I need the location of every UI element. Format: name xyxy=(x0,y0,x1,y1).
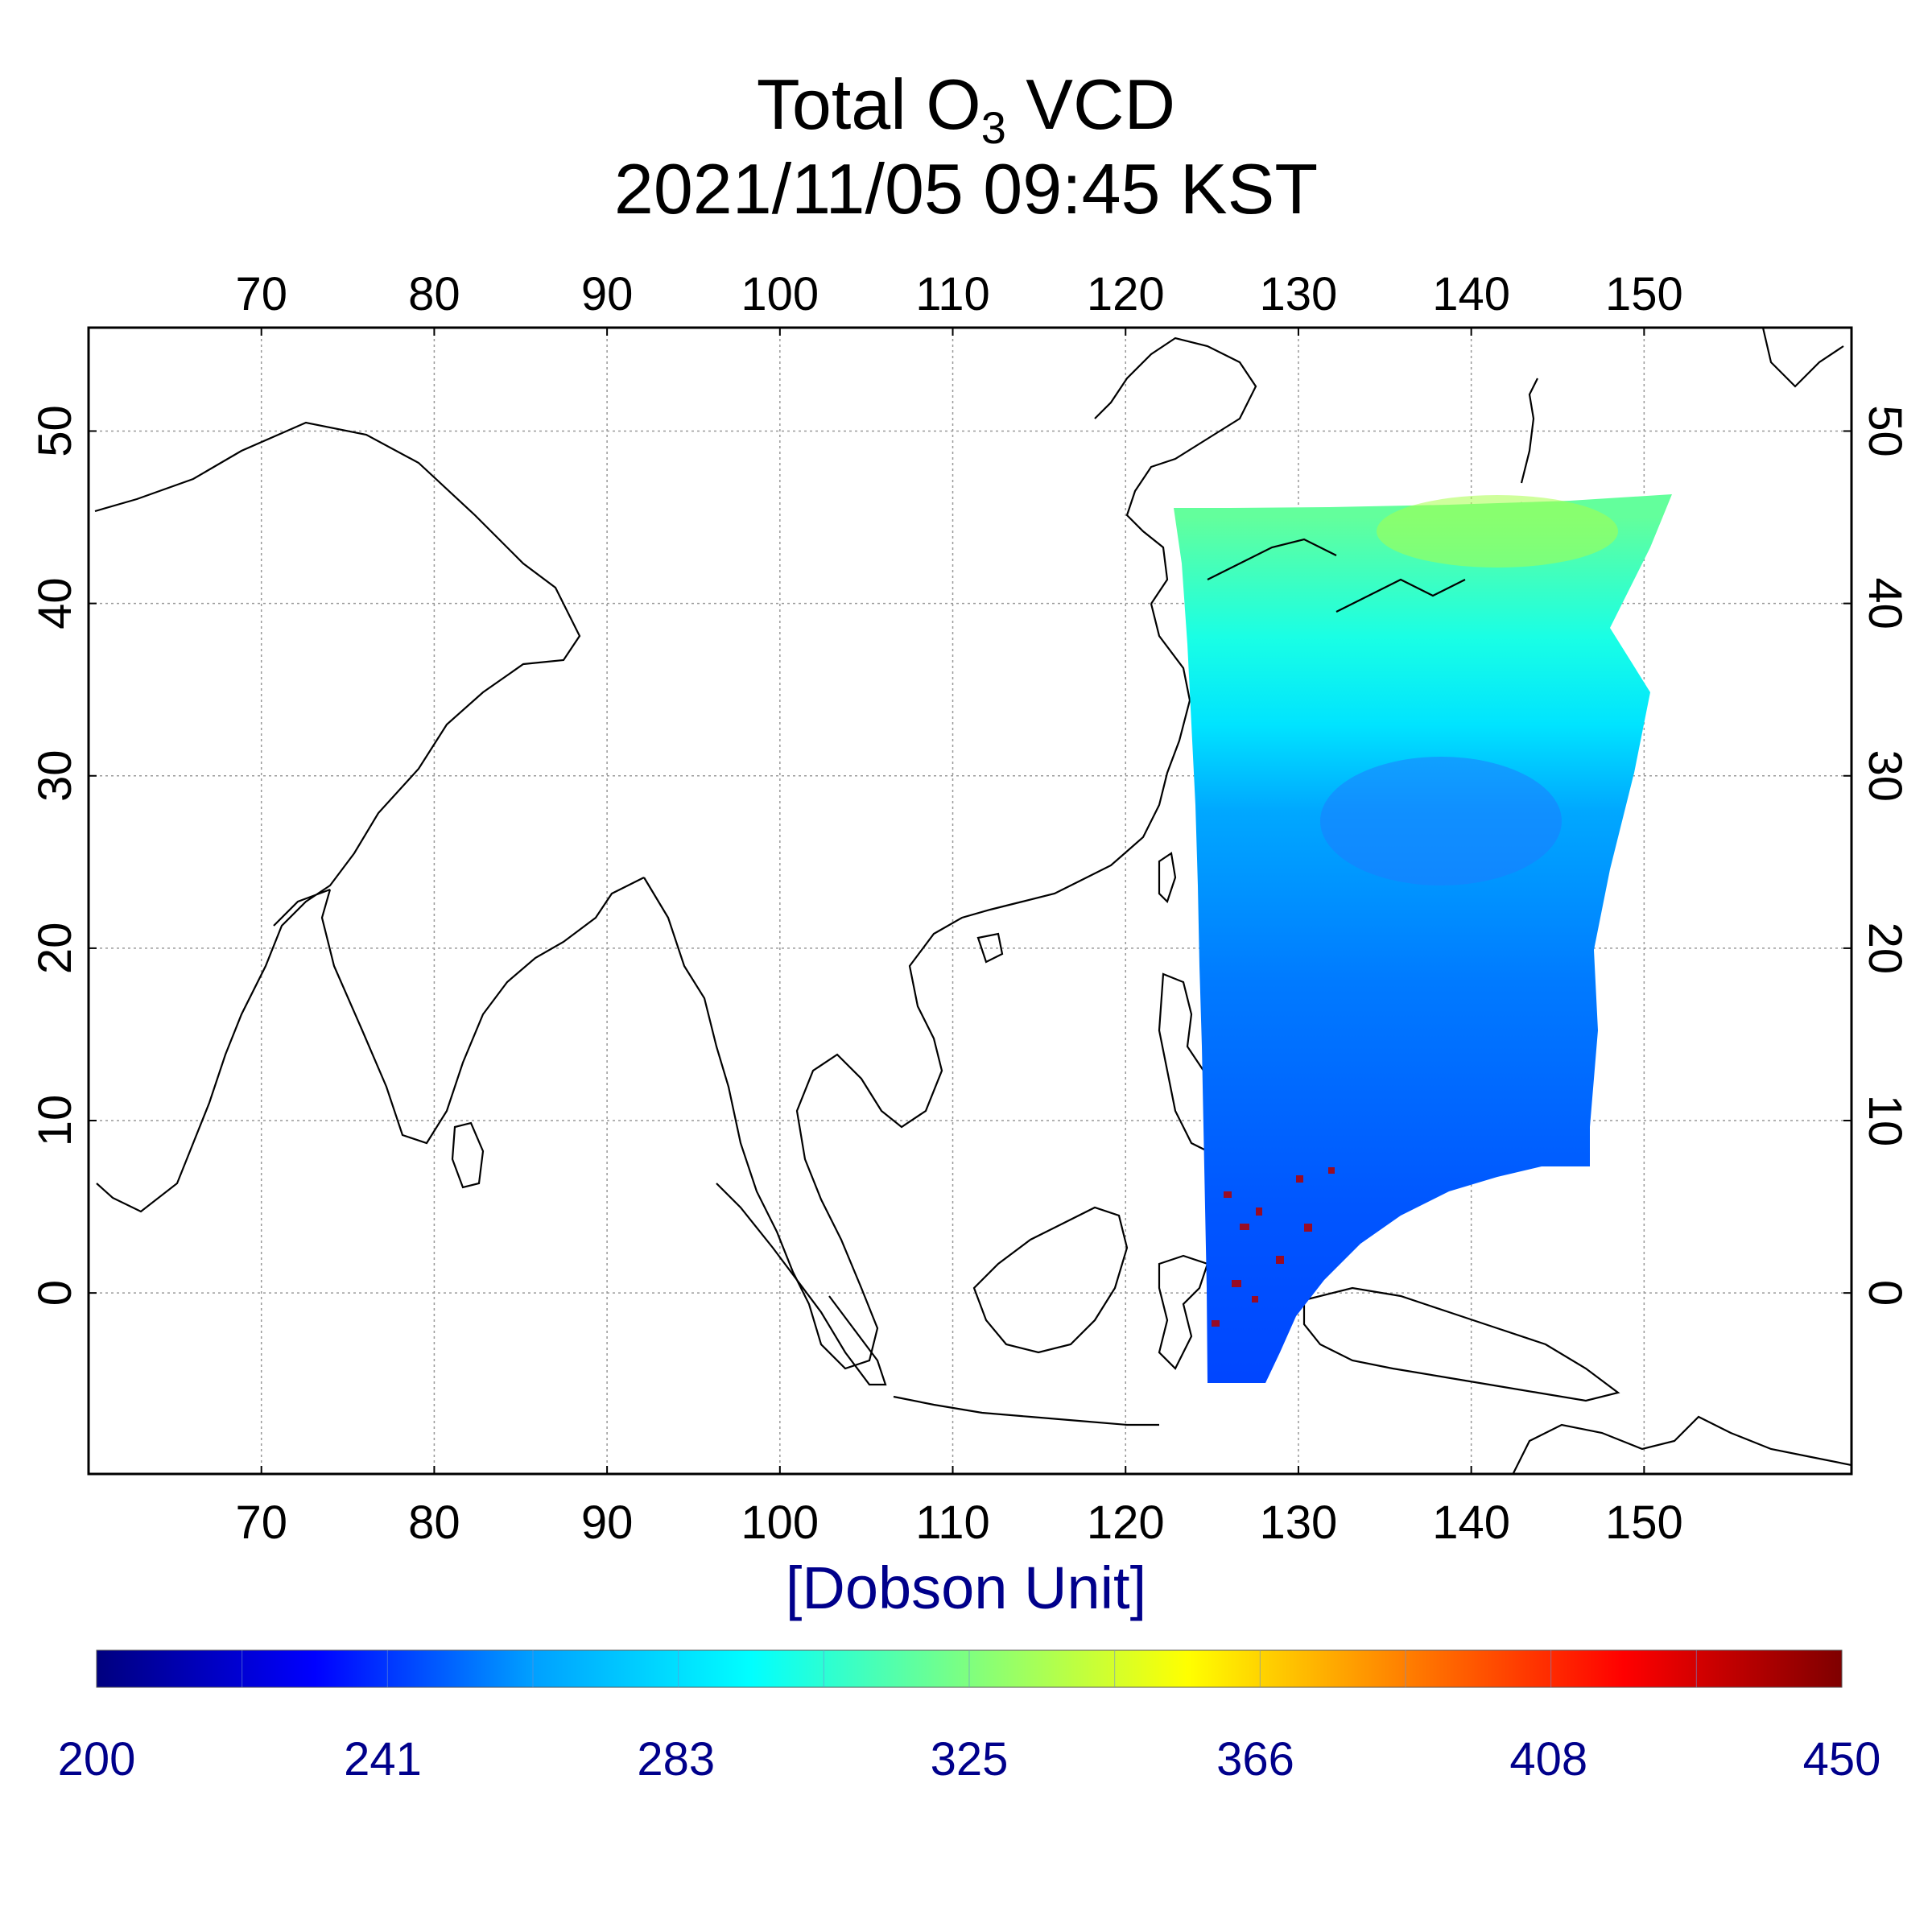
coastline-sakhalin xyxy=(1520,378,1538,484)
swath-coastlines xyxy=(1207,538,1466,613)
axis-ticks: 7070808090901001001101101201201301301401… xyxy=(29,268,1911,1549)
lat-tick-label-right: 20 xyxy=(1859,923,1911,975)
coastline-sulawesi xyxy=(1158,1254,1209,1370)
colorbar-tick-label: 325 xyxy=(931,1733,1009,1785)
coastline-new-guinea xyxy=(1302,1286,1620,1402)
lon-tick-label-bottom: 150 xyxy=(1605,1496,1683,1549)
coastline-asia-mainland xyxy=(94,421,581,1213)
lon-tick-label-bottom: 90 xyxy=(581,1496,634,1549)
colorbar-tick-label: 408 xyxy=(1509,1733,1587,1785)
lat-tick-label-left: 0 xyxy=(29,1280,81,1306)
colorbar-tick-label: 366 xyxy=(1216,1733,1294,1785)
coastline-borneo xyxy=(972,1206,1129,1354)
coastline-hainan xyxy=(976,932,1004,964)
lat-tick-label-right: 30 xyxy=(1859,749,1911,802)
lat-tick-label-left: 20 xyxy=(29,923,81,975)
lon-tick-label-bottom: 120 xyxy=(1087,1496,1165,1549)
lat-tick-label-right: 50 xyxy=(1859,405,1911,457)
high-ozone-speckle xyxy=(1212,1167,1335,1327)
lon-tick-label-top: 130 xyxy=(1260,268,1338,320)
colorbar-unit-label: [Dobson Unit] xyxy=(785,1554,1147,1621)
colorbar-tick-label: 241 xyxy=(344,1733,422,1785)
lat-tick-label-right: 10 xyxy=(1859,1095,1911,1147)
lat-tick-label-left: 10 xyxy=(29,1095,81,1147)
lon-tick-label-top: 110 xyxy=(915,268,989,320)
coastline-srilanka xyxy=(451,1121,485,1189)
coastline-taiwan xyxy=(1158,852,1177,904)
coastline-china-east xyxy=(1094,336,1257,605)
lat-tick-label-right: 0 xyxy=(1859,1280,1911,1306)
lon-tick-label-bottom: 70 xyxy=(235,1496,287,1549)
lon-tick-label-top: 140 xyxy=(1432,268,1510,320)
map-frame xyxy=(87,326,1853,1476)
coastline-australia-north xyxy=(1513,1415,1852,1474)
lon-tick-label-top: 150 xyxy=(1605,268,1683,320)
colorbar-tick-label: 283 xyxy=(637,1733,715,1785)
lon-tick-label-top: 80 xyxy=(408,268,460,320)
lon-tick-label-bottom: 80 xyxy=(408,1496,460,1549)
graticule xyxy=(89,328,1852,1474)
lon-tick-label-bottom: 110 xyxy=(915,1496,989,1549)
colorbar-tick-label: 450 xyxy=(1803,1733,1881,1785)
title-main: Total O xyxy=(756,64,981,144)
coastline-india xyxy=(320,877,645,1145)
coastline-kamchatka xyxy=(1761,328,1844,388)
title-subscript: 3 xyxy=(980,102,1006,153)
lat-tick-label-right: 40 xyxy=(1859,577,1911,630)
coastline-bay-of-bengal-east xyxy=(643,603,1191,1370)
colorbar-tick-label: 200 xyxy=(58,1733,136,1785)
coastline-sumatra xyxy=(716,1183,887,1386)
map-timestamp: 2021/11/05 09:45 KST xyxy=(613,149,1319,229)
low-ozone-patch xyxy=(1320,757,1562,886)
lon-tick-label-top: 120 xyxy=(1087,268,1165,320)
high-ozone-patch-hokkaido xyxy=(1377,495,1618,568)
lon-tick-label-top: 90 xyxy=(581,268,634,320)
lat-tick-label-left: 30 xyxy=(29,749,81,802)
lon-tick-label-top: 70 xyxy=(235,268,287,320)
colorbar-ticks: 200 241 283 325 366 408 450 xyxy=(58,1650,1881,1785)
lon-tick-label-bottom: 100 xyxy=(741,1496,819,1549)
lat-tick-label-left: 50 xyxy=(29,405,81,457)
coastline-java xyxy=(893,1395,1159,1426)
lon-tick-label-bottom: 140 xyxy=(1432,1496,1510,1549)
lon-tick-label-top: 100 xyxy=(741,268,819,320)
title-suffix: VCD xyxy=(1005,64,1176,144)
map-title: Total O3 VCD xyxy=(0,64,1932,168)
lon-tick-label-bottom: 130 xyxy=(1260,1496,1338,1549)
ozone-swath xyxy=(1174,494,1672,1383)
lat-tick-label-left: 40 xyxy=(29,577,81,630)
